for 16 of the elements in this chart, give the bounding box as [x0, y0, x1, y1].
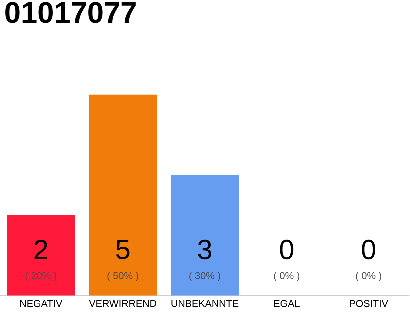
- x-tick-label: NEGATIV: [20, 300, 63, 308]
- data-label: 0: [280, 240, 294, 260]
- annotation: ( 0% ): [274, 272, 300, 282]
- data-label: 0: [362, 240, 376, 260]
- annotation: ( 20% ): [26, 272, 57, 282]
- x-tick-label: POSITIV: [350, 300, 388, 308]
- data-label: 2: [34, 240, 48, 260]
- annotation: ( 50% ): [108, 272, 138, 282]
- x-tick-label: EGAL: [274, 300, 300, 308]
- annotation: ( 30% ): [190, 272, 220, 282]
- data-label: 3: [198, 240, 212, 260]
- data-label: 5: [116, 240, 130, 260]
- x-tick-label: VERWIRREND: [89, 300, 157, 308]
- x-tick-label: UNBEKANNTE: [172, 300, 239, 308]
- chart-title: 01017077: [6, 2, 136, 24]
- annotation: ( 0% ): [356, 272, 382, 282]
